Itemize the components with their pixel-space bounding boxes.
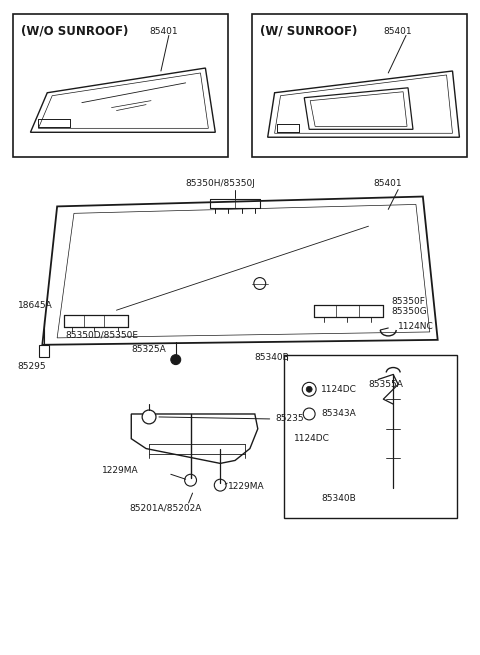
Text: 1124DC: 1124DC [321, 384, 357, 394]
Text: 18645A: 18645A [18, 301, 52, 310]
Bar [285, 354, 457, 517]
Circle shape [142, 410, 156, 424]
Text: 85325A: 85325A [131, 345, 166, 354]
Bar [252, 14, 468, 157]
Text: 85350G: 85350G [391, 307, 427, 316]
Text: 1229MA: 1229MA [102, 466, 138, 475]
Bar [12, 14, 228, 157]
Text: 85350F: 85350F [391, 297, 425, 306]
Text: 85340B: 85340B [255, 353, 289, 362]
Circle shape [185, 474, 196, 486]
Text: 85235: 85235 [276, 415, 304, 423]
Text: 1124NC: 1124NC [398, 322, 434, 331]
Text: 85201A/85202A: 85201A/85202A [130, 504, 202, 512]
Text: 85340B: 85340B [322, 493, 356, 502]
Circle shape [302, 383, 316, 396]
Text: 85350H/85350J: 85350H/85350J [186, 179, 255, 188]
Circle shape [171, 354, 180, 365]
Text: 85295: 85295 [18, 362, 46, 371]
Text: 85401: 85401 [149, 27, 178, 36]
Text: (W/ SUNROOF): (W/ SUNROOF) [260, 25, 357, 38]
Text: 85343A: 85343A [321, 409, 356, 419]
Text: (W/O SUNROOF): (W/O SUNROOF) [21, 25, 128, 38]
Circle shape [303, 408, 315, 420]
Circle shape [306, 386, 312, 392]
Circle shape [214, 479, 226, 491]
Text: 85401: 85401 [373, 179, 402, 188]
Circle shape [254, 278, 266, 290]
Text: 1229MA: 1229MA [228, 481, 265, 491]
Text: 85355A: 85355A [369, 380, 403, 389]
Text: 1124DC: 1124DC [294, 434, 330, 443]
Text: 85350D/85350E: 85350D/85350E [65, 330, 138, 339]
Bar [39, 345, 49, 357]
Text: 85401: 85401 [384, 27, 412, 36]
